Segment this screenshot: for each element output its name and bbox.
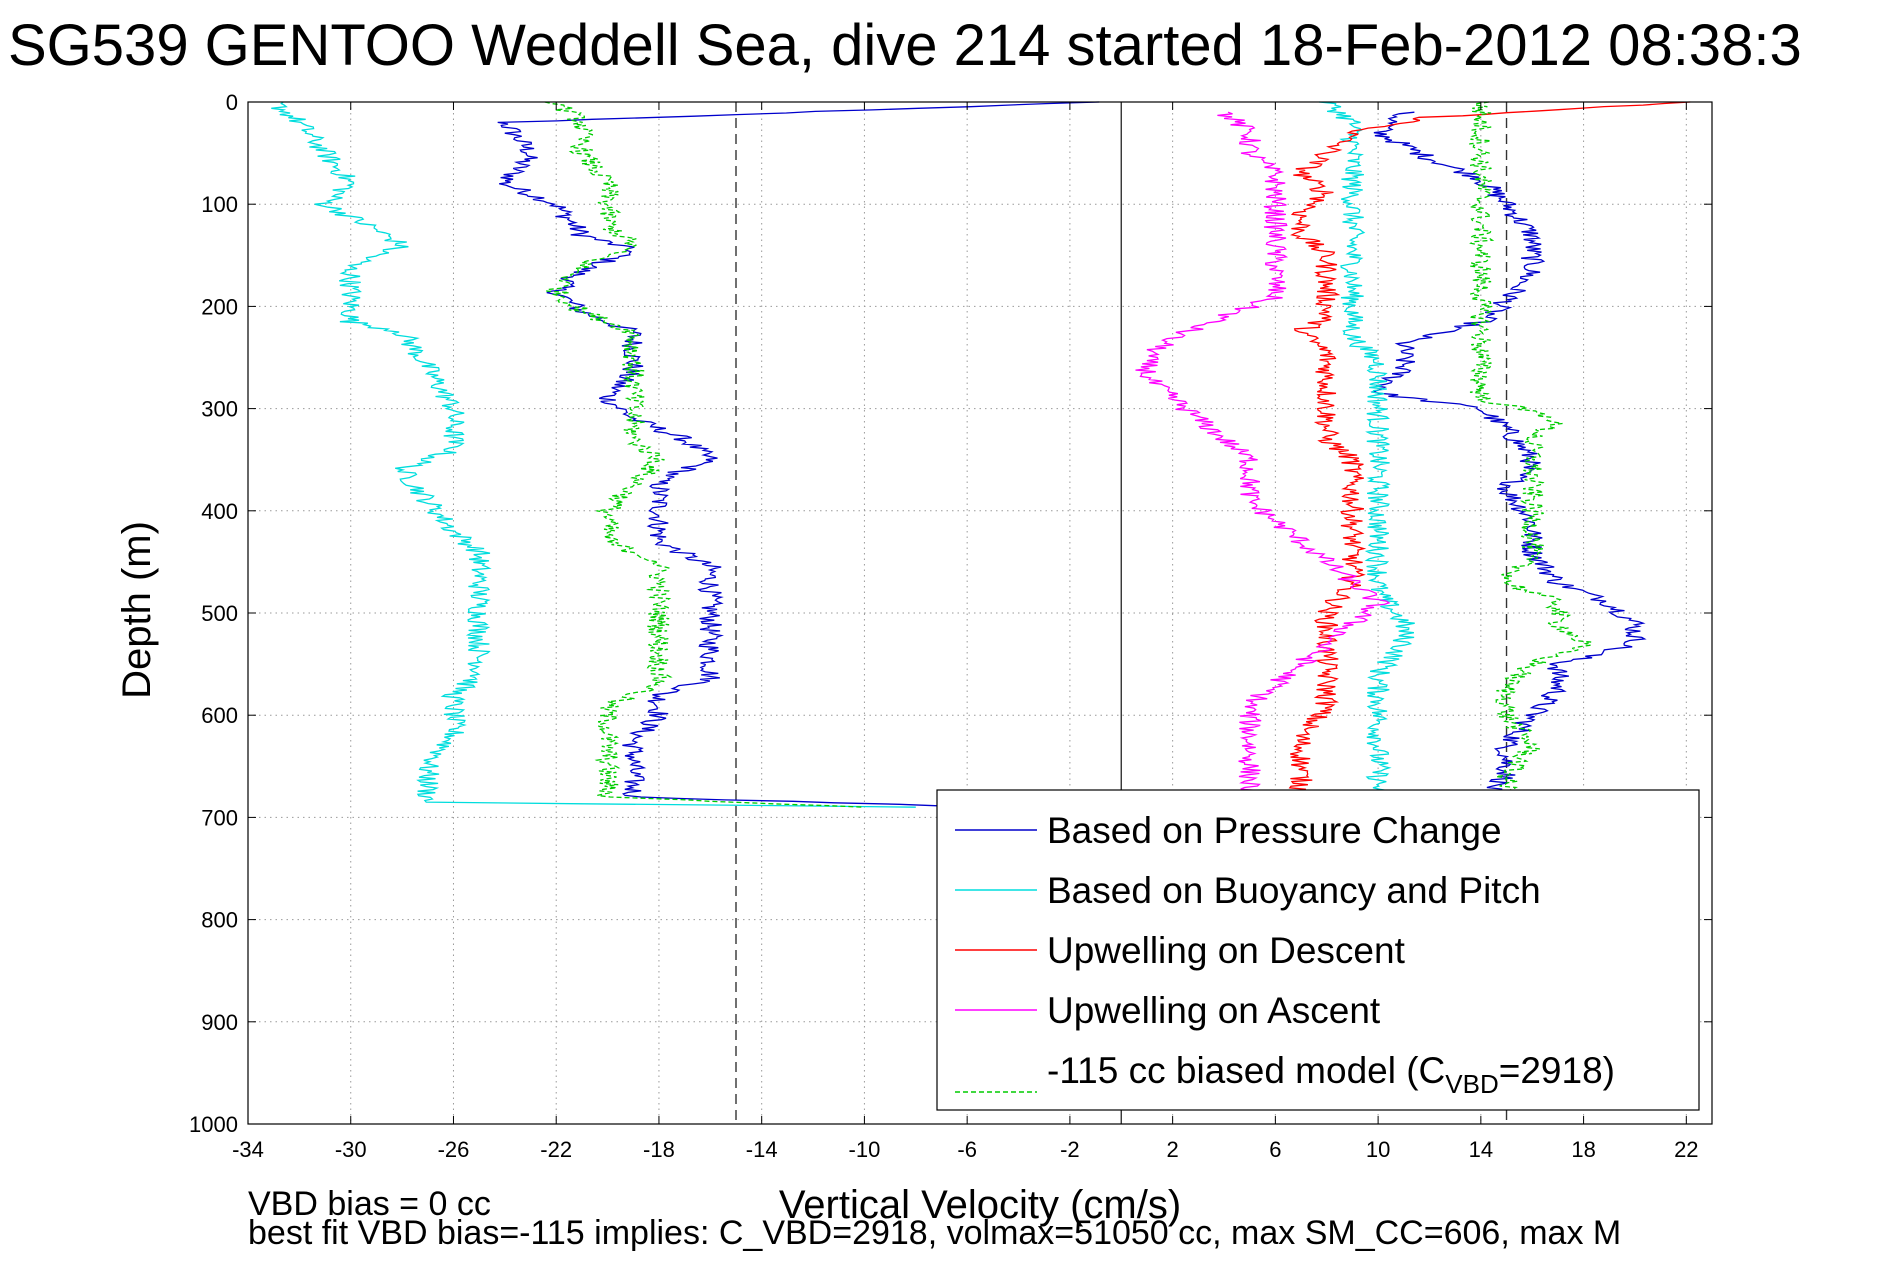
x-tick-label: 2 [1167, 1137, 1179, 1162]
x-tick-label: 10 [1366, 1137, 1390, 1162]
x-axis-label: Vertical Velocity (cm/s) [779, 1183, 1181, 1227]
y-tick-label: 400 [201, 499, 238, 524]
y-tick-label: 100 [201, 192, 238, 217]
series-line [1370, 111, 1647, 798]
footer-best-fit: best fit VBD bias=-115 implies: C_VBD=29… [248, 1214, 1621, 1252]
x-tick-label: -34 [232, 1137, 264, 1162]
legend-entry: Based on Pressure Change [1047, 810, 1502, 851]
x-tick-label: 6 [1269, 1137, 1281, 1162]
data-series [271, 101, 1691, 808]
y-axis-ticks: 0 100 200 300 400 500 600 700 800 900 1000 [189, 90, 1712, 1137]
x-tick-label: -6 [957, 1137, 977, 1162]
legend-entry: Upwelling on Descent [1047, 930, 1406, 971]
y-tick-label: 600 [201, 703, 238, 728]
y-tick-label: 700 [201, 805, 238, 830]
series-line [1468, 101, 1592, 798]
series-line [271, 101, 916, 808]
y-tick-label: 1000 [189, 1112, 238, 1137]
legend-entry: Upwelling on Ascent [1047, 990, 1381, 1031]
y-axis-label: Depth (m) [115, 521, 159, 699]
legend: Based on Pressure Change Based on Buoyanc… [936, 789, 1700, 1111]
x-tick-label: -10 [849, 1137, 881, 1162]
y-tick-label: 300 [201, 397, 238, 422]
x-tick-label: 22 [1674, 1137, 1698, 1162]
x-axis-ticks: -34 -30 -26 -22 -18 -14 -10 -6 -2 2 6 10 14 18 22 [232, 102, 1699, 1162]
x-tick-label: -22 [540, 1137, 572, 1162]
series-line [1135, 111, 1391, 798]
x-tick-label: 18 [1571, 1137, 1595, 1162]
y-tick-label: 200 [201, 294, 238, 319]
legend-box [936, 789, 1700, 1111]
chart-title: SG539 GENTOO Weddell Sea, dive 214 start… [8, 13, 1802, 78]
series-line [1288, 101, 1691, 798]
y-tick-label: 0 [226, 90, 238, 115]
series-line [544, 101, 865, 808]
x-tick-label: -18 [643, 1137, 675, 1162]
x-tick-label: 14 [1469, 1137, 1493, 1162]
footer-vbd-bias: VBD bias = 0 cc [248, 1185, 491, 1223]
y-tick-label: 500 [201, 601, 238, 626]
legend-entry: Based on Buoyancy and Pitch [1047, 870, 1541, 911]
series-line [1319, 101, 1415, 798]
series-line [497, 101, 1100, 808]
y-tick-label: 800 [201, 908, 238, 933]
x-tick-label: -30 [335, 1137, 367, 1162]
x-tick-label: -2 [1060, 1137, 1080, 1162]
x-tick-label: -14 [746, 1137, 778, 1162]
y-tick-label: 900 [201, 1010, 238, 1035]
legend-entry: -115 cc biased model (CVBD=2918) [1047, 1050, 1615, 1099]
x-tick-label: -26 [438, 1137, 470, 1162]
